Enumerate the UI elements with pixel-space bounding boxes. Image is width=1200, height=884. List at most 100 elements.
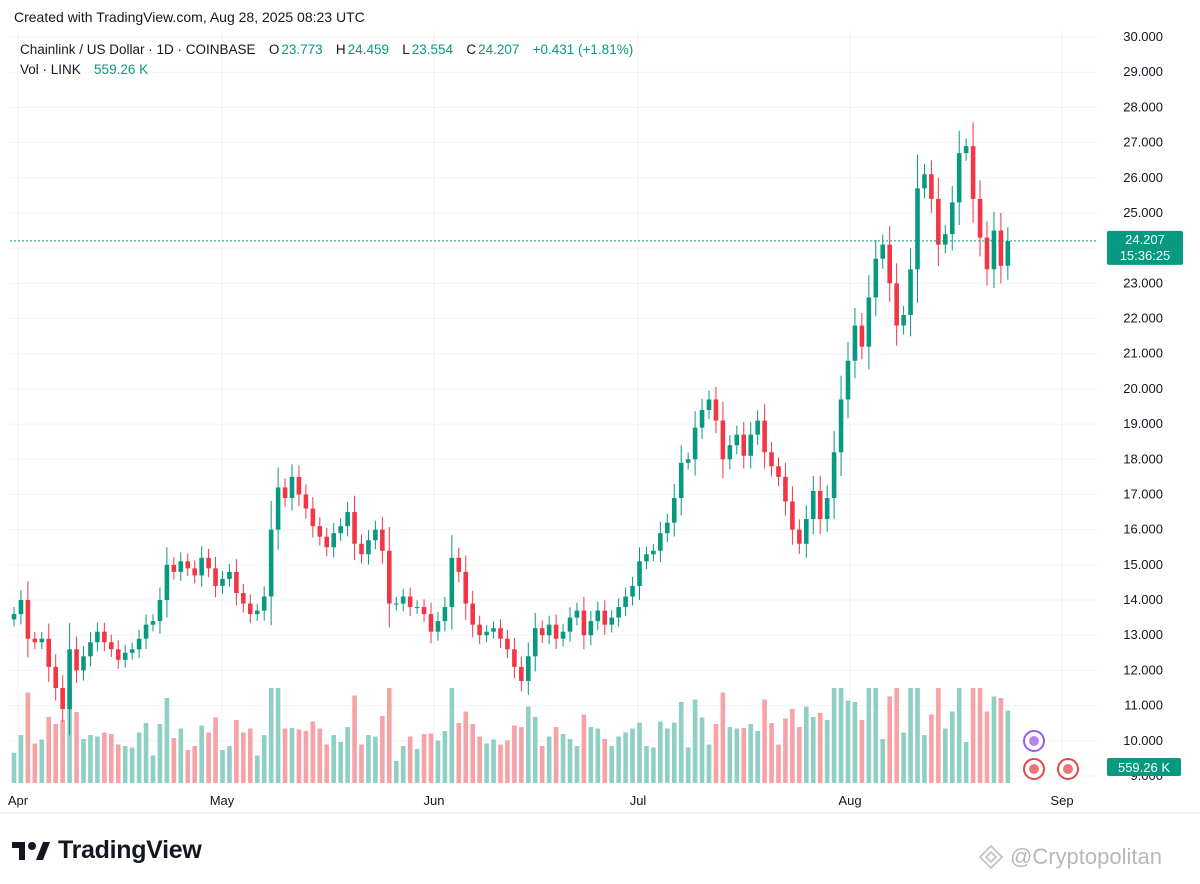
candle-body (178, 561, 184, 572)
volume-bar (234, 720, 239, 783)
candle-body (477, 624, 482, 636)
volume-label[interactable]: Vol · LINK (20, 62, 81, 77)
price-tick-label: 26.000 (1123, 170, 1163, 185)
change-value: +0.431 (+1.81%) (532, 42, 634, 57)
candle-body (470, 603, 475, 625)
volume-bar (331, 735, 336, 783)
volume-bar (206, 732, 211, 783)
volume-bar (929, 714, 934, 783)
volume-bar (407, 736, 413, 783)
tradingview-logo-icon (12, 841, 50, 860)
close-label: C (466, 42, 477, 57)
candle-body (192, 568, 197, 576)
candle-body (692, 427, 698, 460)
tradingview-logo[interactable]: TradingView (12, 836, 202, 865)
price-tick-label: 11.000 (1124, 698, 1163, 713)
candle-body (491, 628, 496, 632)
volume-bar (977, 688, 983, 783)
candle-body (449, 557, 455, 608)
price-tick-label: 18.000 (1123, 451, 1163, 466)
volume-bar (706, 744, 712, 783)
candle-body (498, 628, 503, 639)
volume-bar (532, 717, 538, 783)
candle-body (922, 174, 927, 189)
candle-body (567, 617, 573, 632)
open-value: 23.773 (281, 42, 323, 57)
candle-body (317, 526, 323, 537)
candle-body (442, 607, 448, 622)
volume-bar (824, 720, 830, 783)
candle-body (699, 410, 705, 428)
volume-bar (178, 728, 184, 783)
price-tick-label: 20.000 (1123, 381, 1163, 396)
candle-body (400, 596, 406, 604)
candle-body (387, 550, 392, 604)
volume-bar (720, 692, 726, 783)
volume-bar (713, 724, 719, 783)
candle-body (859, 325, 865, 347)
price-tick-label: 16.000 (1123, 522, 1163, 537)
volume-bar (991, 696, 997, 783)
candle-body (268, 529, 274, 597)
volume-bar (11, 752, 17, 783)
volume-bar (748, 724, 753, 783)
volume-bar (644, 746, 649, 783)
candle-body (115, 649, 121, 660)
volume-bar (984, 711, 990, 783)
volume-bar (762, 699, 767, 783)
candle-body (366, 540, 371, 555)
volume-bar (53, 724, 58, 783)
volume-bar (303, 731, 309, 783)
candle-body (713, 399, 719, 421)
low-value: 23.554 (411, 42, 454, 57)
volume-bar (192, 746, 197, 783)
symbol-title[interactable]: Chainlink / US Dollar · 1D · COINBASE (20, 42, 256, 57)
volume-bar (519, 727, 524, 783)
volume-bar (609, 746, 614, 783)
candle-body (560, 631, 566, 639)
volume-bar (46, 717, 52, 783)
volume-bar (852, 702, 858, 783)
volume-bar (1005, 710, 1011, 783)
price-axis: 30.00029.00028.00027.00026.00025.00024.0… (1023, 29, 1183, 783)
volume-bar (136, 732, 142, 783)
candle-body (727, 445, 733, 460)
volume-bar (859, 720, 865, 783)
price-tick-label: 22.000 (1123, 311, 1163, 326)
candle-body (588, 621, 594, 636)
time-axis: Apr May Jun Jul Aug Sep (8, 793, 1074, 808)
candle-body (810, 490, 816, 520)
last-price-badge[interactable] (1107, 230, 1183, 265)
price-tick-label: 29.000 (1123, 64, 1163, 79)
volume-bar (512, 725, 517, 783)
candle-body (998, 230, 1004, 266)
volume-bar (915, 688, 920, 783)
volume-bar (498, 744, 503, 783)
volume-bar (414, 749, 420, 783)
candle-body (609, 617, 614, 625)
price-tick-label: 30.000 (1123, 29, 1163, 44)
price-tick-label: 21.000 (1123, 346, 1163, 361)
volume-bar (616, 736, 621, 783)
candle-body (866, 297, 872, 347)
candle-body (831, 452, 837, 498)
volume-bar (491, 739, 496, 783)
volume-bar (546, 736, 552, 783)
created-with-caption: Created with TradingView.com, Aug 28, 20… (14, 9, 365, 25)
candle-body (310, 508, 316, 527)
high-label: H (335, 42, 346, 57)
candle-body (804, 519, 809, 544)
candle-body (81, 656, 86, 671)
volume-bar (359, 744, 364, 783)
volume-bar (998, 698, 1004, 783)
candle-body (553, 624, 559, 639)
volume-bars (11, 688, 1011, 783)
open-label: O (268, 42, 280, 57)
candle-body (46, 638, 52, 667)
volume-bar (470, 724, 475, 783)
candle-body (797, 529, 802, 544)
candle-body (915, 188, 920, 270)
volume-bar (637, 722, 642, 783)
candle-body (220, 578, 225, 586)
